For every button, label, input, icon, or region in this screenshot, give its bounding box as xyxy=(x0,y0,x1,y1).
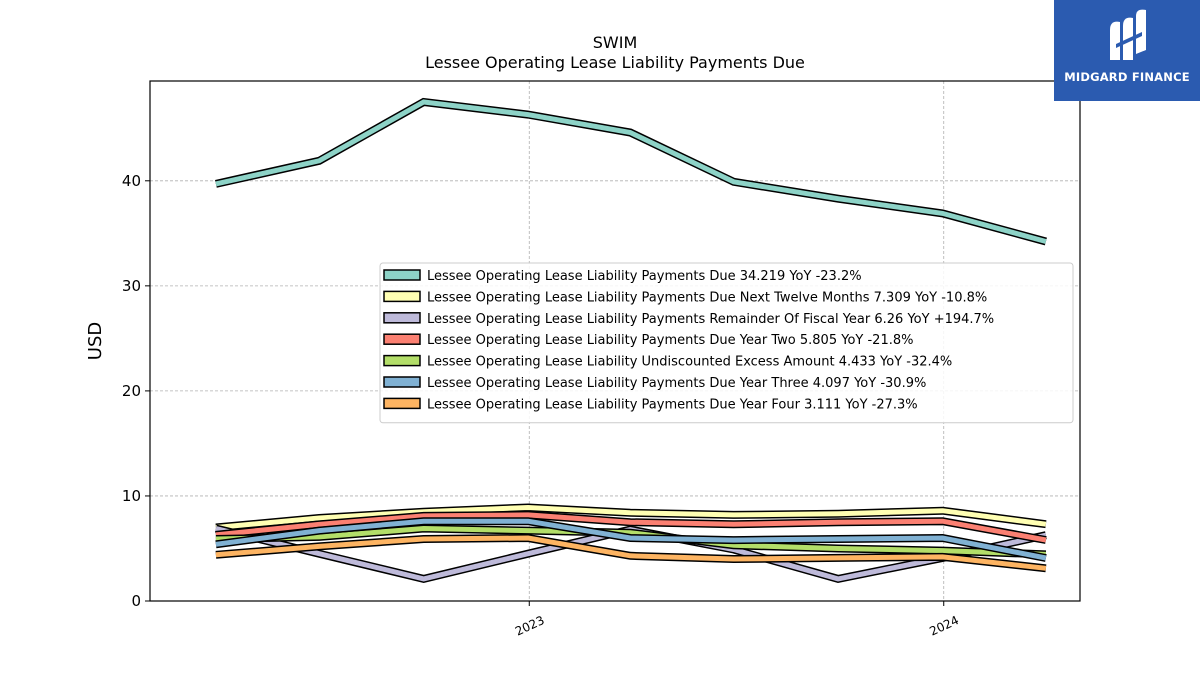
legend-swatch xyxy=(383,290,421,303)
y-tick-label: 0 xyxy=(131,592,141,610)
series-line xyxy=(215,510,1047,544)
legend-label: Lessee Operating Lease Liability Payment… xyxy=(427,333,913,348)
series-line xyxy=(215,524,1047,559)
legend-item: Lessee Operating Lease Liability Payment… xyxy=(383,269,862,284)
series-line-fill xyxy=(215,512,1047,543)
series-line-fill xyxy=(215,535,1047,571)
legend-swatch xyxy=(383,312,421,324)
chart-title: SWIM xyxy=(593,33,638,52)
legend-label: Lessee Operating Lease Liability Payment… xyxy=(427,290,987,305)
y-tick-label: 30 xyxy=(122,277,141,295)
legend-swatch xyxy=(383,397,421,410)
midgard-logo-icon xyxy=(1110,9,1146,60)
legend-swatch xyxy=(383,333,421,345)
legend-item: Lessee Operating Lease Liability Payment… xyxy=(383,397,918,412)
series-line-fill xyxy=(215,99,1047,244)
series-line xyxy=(215,533,1047,573)
legend-label: Lessee Operating Lease Liability Payment… xyxy=(427,269,862,284)
legend-item: Lessee Operating Lease Liability Undisco… xyxy=(383,354,952,370)
legend-swatch xyxy=(383,376,421,388)
legend-label: Lessee Operating Lease Liability Payment… xyxy=(427,312,994,327)
series-line xyxy=(215,97,1047,246)
series-layer xyxy=(214,97,1047,584)
logo-text: MIDGARD FINANCE xyxy=(1064,70,1190,84)
legend-swatch xyxy=(383,354,421,367)
y-axis-label: USD xyxy=(85,322,106,360)
series-line-fill xyxy=(215,504,1047,530)
legend-label: Lessee Operating Lease Liability Undisco… xyxy=(427,355,952,370)
y-axis-ticks: 0 10 20 30 40 xyxy=(122,172,150,610)
series-line xyxy=(215,503,1047,532)
y-tick-label: 20 xyxy=(122,382,141,400)
x-axis-ticks: 2023 2024 xyxy=(513,601,961,639)
x-tick-label: 2023 xyxy=(513,613,547,639)
legend-item: Lessee Operating Lease Liability Payment… xyxy=(383,376,926,391)
legend-box xyxy=(379,262,1074,424)
chart-subtitle: Lessee Operating Lease Liability Payment… xyxy=(425,53,805,72)
brand-logo: MIDGARD FINANCE xyxy=(1054,0,1200,101)
legend-item: Lessee Operating Lease Liability Payment… xyxy=(383,290,987,305)
series-line xyxy=(215,517,1047,562)
y-tick-label: 40 xyxy=(122,172,141,190)
legend-label: Lessee Operating Lease Liability Payment… xyxy=(427,376,926,391)
legend: Lessee Operating Lease Liability Payment… xyxy=(379,262,1074,424)
legend-label: Lessee Operating Lease Liability Payment… xyxy=(427,397,918,412)
plot-frame xyxy=(149,80,1081,602)
series-line-fill xyxy=(215,525,1046,557)
y-tick-label: 10 xyxy=(122,487,141,505)
series-line-outline xyxy=(215,97,1047,246)
legend-swatch xyxy=(383,269,421,281)
chart-title-group: SWIM Lessee Operating Lease Liability Pa… xyxy=(425,33,805,72)
x-tick-label: 2024 xyxy=(927,613,961,639)
series-line-fill xyxy=(215,518,1047,561)
legend-item: Lessee Operating Lease Liability Payment… xyxy=(383,333,913,348)
legend-item: Lessee Operating Lease Liability Payment… xyxy=(383,312,994,327)
